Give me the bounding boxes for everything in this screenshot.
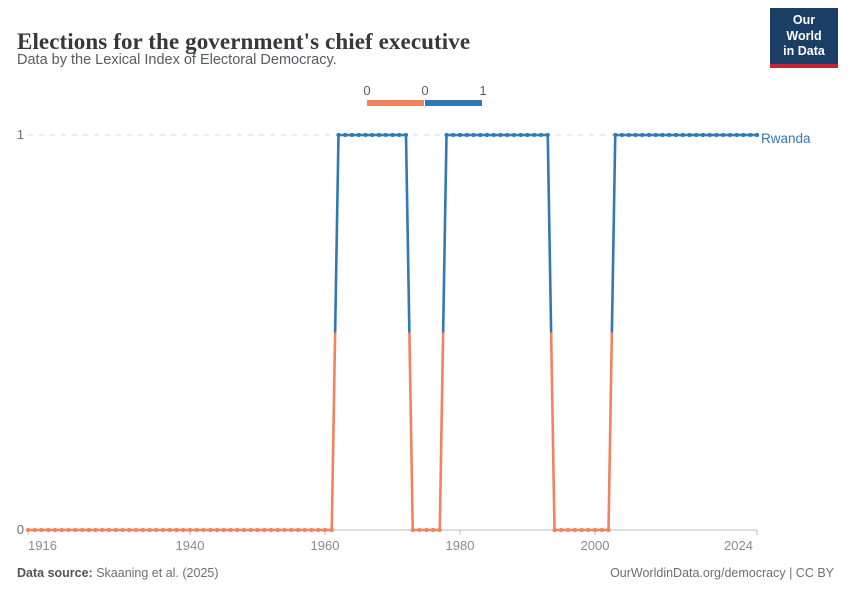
- owid-logo-line2: in Data: [783, 44, 825, 59]
- legend-colorbar: [367, 100, 482, 106]
- x-tick-2024: 2024: [724, 538, 753, 553]
- data-source-label: Data source:: [17, 566, 93, 580]
- x-tick-1980: 1980: [445, 538, 475, 553]
- x-tick-1960: 1960: [310, 538, 340, 553]
- y-axis-label-0: 0: [16, 522, 24, 537]
- chart-subtitle: Data by the Lexical Index of Electoral D…: [17, 52, 337, 68]
- legend-tick-left: 0: [363, 83, 371, 98]
- data-source-value: Skaaning et al. (2025): [92, 566, 219, 580]
- x-tick-1940: 1940: [175, 538, 205, 553]
- owid-logo-line1: Our World: [786, 13, 822, 43]
- page-title: Elections for the government's chief exe…: [17, 29, 471, 55]
- x-tick-1916: 1916: [28, 538, 57, 553]
- legend-tick-mid: 0: [421, 83, 429, 98]
- series-label-rwanda: Rwanda: [761, 131, 811, 146]
- owid-logo[interactable]: Our World in Data: [770, 8, 838, 68]
- legend-segment-1: [425, 100, 482, 106]
- x-tick-2000: 2000: [580, 538, 610, 553]
- y-axis-label-1: 1: [16, 127, 24, 142]
- legend-segment-0: [367, 100, 424, 106]
- footer: Data source: Skaaning et al. (2025) OurW…: [0, 566, 850, 580]
- data-source-text: Data source: Skaaning et al. (2025): [17, 566, 219, 580]
- legend-tick-right: 1: [479, 83, 487, 98]
- footer-link[interactable]: OurWorldinData.org/democracy | CC BY: [610, 566, 834, 580]
